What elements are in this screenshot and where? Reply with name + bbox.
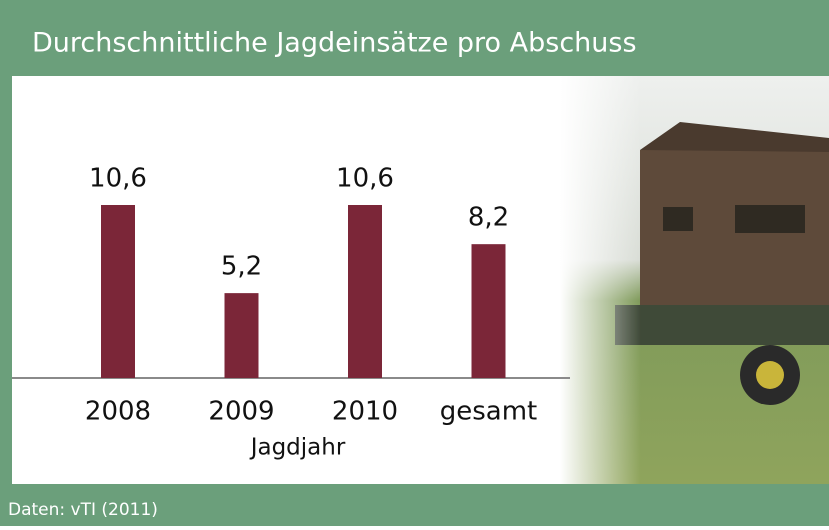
chart: Durchschnittliche Jagdeinsätze pro Absch… (0, 0, 829, 526)
source: Daten: vTI (2011) (8, 500, 158, 520)
bar (472, 244, 506, 378)
value-label: 5,2 (221, 252, 262, 282)
x-axis-label: Jagdjahr (249, 435, 346, 461)
bar (101, 205, 135, 378)
x-tick-label: 2008 (85, 397, 151, 427)
x-tick-label: 2009 (208, 397, 274, 427)
x-tick-label: 2010 (332, 397, 398, 427)
x-tick-label: gesamt (440, 397, 538, 427)
bar (348, 205, 382, 378)
value-label: 10,6 (336, 164, 394, 194)
photo (560, 76, 829, 484)
value-label: 8,2 (468, 203, 509, 233)
value-label: 10,6 (89, 164, 147, 194)
chart-title: Durchschnittliche Jagdeinsätze pro Absch… (32, 28, 637, 59)
bar (225, 293, 259, 378)
